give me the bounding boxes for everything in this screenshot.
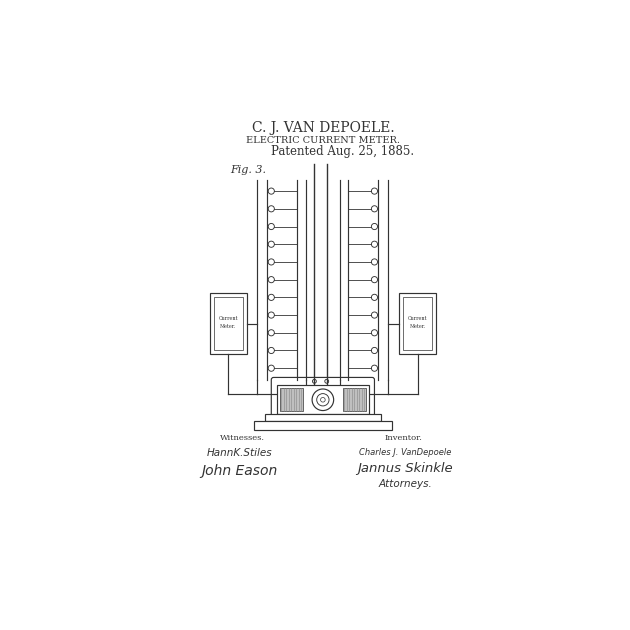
Bar: [277, 385, 369, 415]
Bar: [403, 297, 432, 350]
Text: HannK.Stiles: HannK.Stiles: [207, 448, 273, 458]
Text: Patented Aug. 25, 1885.: Patented Aug. 25, 1885.: [270, 146, 414, 158]
Text: Meter.: Meter.: [220, 324, 236, 329]
Text: Current: Current: [219, 316, 238, 321]
Bar: [253, 421, 392, 430]
Text: Jannus Skinkle: Jannus Skinkle: [357, 462, 453, 475]
Text: Fig. 3.: Fig. 3.: [231, 165, 266, 175]
Text: Current: Current: [408, 316, 427, 321]
Text: Meter.: Meter.: [410, 324, 426, 329]
Text: C. J. VAN DEPOELE.: C. J. VAN DEPOELE.: [251, 121, 394, 135]
Text: John Eason: John Eason: [202, 464, 278, 478]
Text: ELECTRIC CURRENT METER.: ELECTRIC CURRENT METER.: [246, 136, 400, 145]
Text: Charles J. VanDepoele: Charles J. VanDepoele: [359, 449, 452, 457]
Bar: [265, 415, 381, 421]
Bar: [399, 293, 436, 354]
FancyBboxPatch shape: [272, 377, 374, 421]
Text: Inventor.: Inventor.: [385, 433, 423, 442]
Text: Attorneys.: Attorneys.: [379, 479, 432, 489]
Bar: [210, 293, 246, 354]
Bar: [280, 388, 303, 411]
Bar: [214, 297, 243, 350]
Bar: [343, 388, 366, 411]
Text: Witnesses.: Witnesses.: [219, 433, 265, 442]
